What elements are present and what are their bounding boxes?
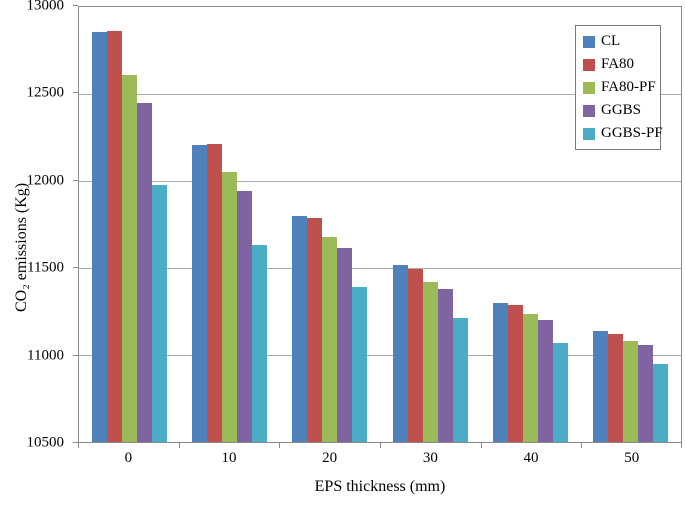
- bar-fa80-pf: [121, 74, 137, 442]
- y-axis-tick-labels: 13000 12500 12000 11500 11000 10500: [0, 0, 70, 451]
- bar-fa80-pf: [221, 172, 237, 442]
- bar-fa80: [206, 144, 222, 442]
- x-tick-mark: [581, 443, 583, 448]
- bar-ggbs-pf: [251, 245, 267, 442]
- y-tick-label: 11500: [27, 259, 64, 276]
- x-tick-label: 50: [624, 450, 640, 466]
- legend-item: FA80-PF: [583, 79, 656, 95]
- x-tick-mark: [178, 443, 180, 448]
- bar-fa80: [407, 268, 423, 442]
- legend-swatch-fa80: [583, 58, 595, 71]
- bar-cl: [593, 330, 609, 442]
- y-tick-label: 13000: [26, 0, 65, 14]
- bar-ggbs: [437, 288, 453, 442]
- bar-ggbs: [638, 344, 654, 442]
- legend-swatch-cl: [583, 35, 595, 48]
- x-tick-label: 0: [124, 450, 133, 466]
- y-tick-label: 10500: [26, 434, 65, 451]
- legend-item: FA80: [583, 57, 653, 72]
- bar-group: [79, 7, 179, 442]
- legend-item: GGBS: [583, 103, 653, 118]
- plot-area: CL FA80 FA80-PF GGBS GGBS-PF: [78, 6, 682, 443]
- bar-fa80-pf: [422, 281, 438, 442]
- bar-fa80: [507, 305, 523, 442]
- x-axis-tick-labels: 0 10 20 30 40 50: [78, 450, 682, 467]
- bar-group: [380, 7, 480, 442]
- legend-label: CL: [601, 33, 621, 49]
- bar-groups: [79, 7, 681, 442]
- bar-fa80-pf: [522, 314, 538, 442]
- bar-fa80: [608, 334, 624, 442]
- x-tick-mark: [480, 443, 482, 448]
- bar-ggbs: [337, 248, 353, 442]
- x-tick-label: 20: [322, 450, 338, 466]
- y-tick-mark: [73, 267, 78, 269]
- x-tick-label: 10: [221, 450, 237, 466]
- y-tick-mark: [73, 5, 78, 6]
- bar-ggbs-pf: [653, 363, 669, 442]
- bar-cl: [392, 265, 408, 442]
- bar-ggbs: [537, 320, 553, 442]
- y-tick-label: 11000: [27, 347, 64, 364]
- bar-cl: [191, 145, 207, 442]
- legend-label: FA80: [601, 56, 635, 72]
- y-tick-mark: [73, 179, 78, 181]
- bar-group: [280, 7, 380, 442]
- legend-swatch-ggbs-pf: [583, 127, 595, 140]
- y-tick-mark: [73, 354, 78, 356]
- legend-label: GGBS: [601, 102, 642, 118]
- bar-fa80-pf: [623, 341, 639, 442]
- bar-ggbs-pf: [352, 287, 368, 442]
- bar-ggbs-pf: [452, 318, 468, 442]
- y-tick-mark: [73, 442, 78, 443]
- x-tick-label: 40: [523, 450, 539, 466]
- bar-cl: [292, 215, 308, 442]
- legend-label: GGBS-PF: [601, 125, 663, 141]
- gridline: [79, 268, 681, 269]
- x-tick-label: 30: [422, 450, 438, 466]
- gridline: [79, 181, 681, 182]
- y-tick-label: 12500: [26, 84, 65, 101]
- gridline: [79, 355, 681, 356]
- bar-ggbs: [136, 102, 152, 442]
- bar-ggbs: [236, 190, 252, 442]
- legend-label: FA80-PF: [601, 79, 656, 95]
- bar-cl: [91, 32, 107, 442]
- legend-item: CL: [583, 34, 653, 49]
- bar-fa80-pf: [322, 236, 338, 442]
- bar-group: [480, 7, 580, 442]
- bar-cl: [492, 302, 508, 442]
- legend: CL FA80 FA80-PF GGBS GGBS-PF: [575, 25, 663, 150]
- bar-ggbs-pf: [552, 342, 568, 442]
- bar-group: [581, 7, 681, 442]
- gridline: [79, 94, 681, 95]
- x-tick-mark: [279, 443, 281, 448]
- x-axis-title: EPS thickness (mm): [314, 478, 446, 495]
- bar-fa80: [307, 218, 323, 442]
- y-axis-tick-marks: [73, 5, 78, 443]
- legend-swatch-fa80-pf: [583, 81, 595, 94]
- legend-item: GGBS-PF: [583, 126, 663, 141]
- x-tick-mark: [681, 443, 682, 448]
- bar-group: [179, 7, 279, 442]
- x-axis-tick-marks: [78, 443, 682, 448]
- x-tick-mark: [380, 443, 381, 448]
- bar-fa80: [106, 30, 122, 442]
- y-tick-mark: [73, 92, 78, 94]
- y-tick-label: 12000: [26, 172, 65, 189]
- bar-ggbs-pf: [151, 185, 167, 442]
- legend-swatch-ggbs: [583, 104, 595, 117]
- x-tick-mark: [78, 443, 79, 448]
